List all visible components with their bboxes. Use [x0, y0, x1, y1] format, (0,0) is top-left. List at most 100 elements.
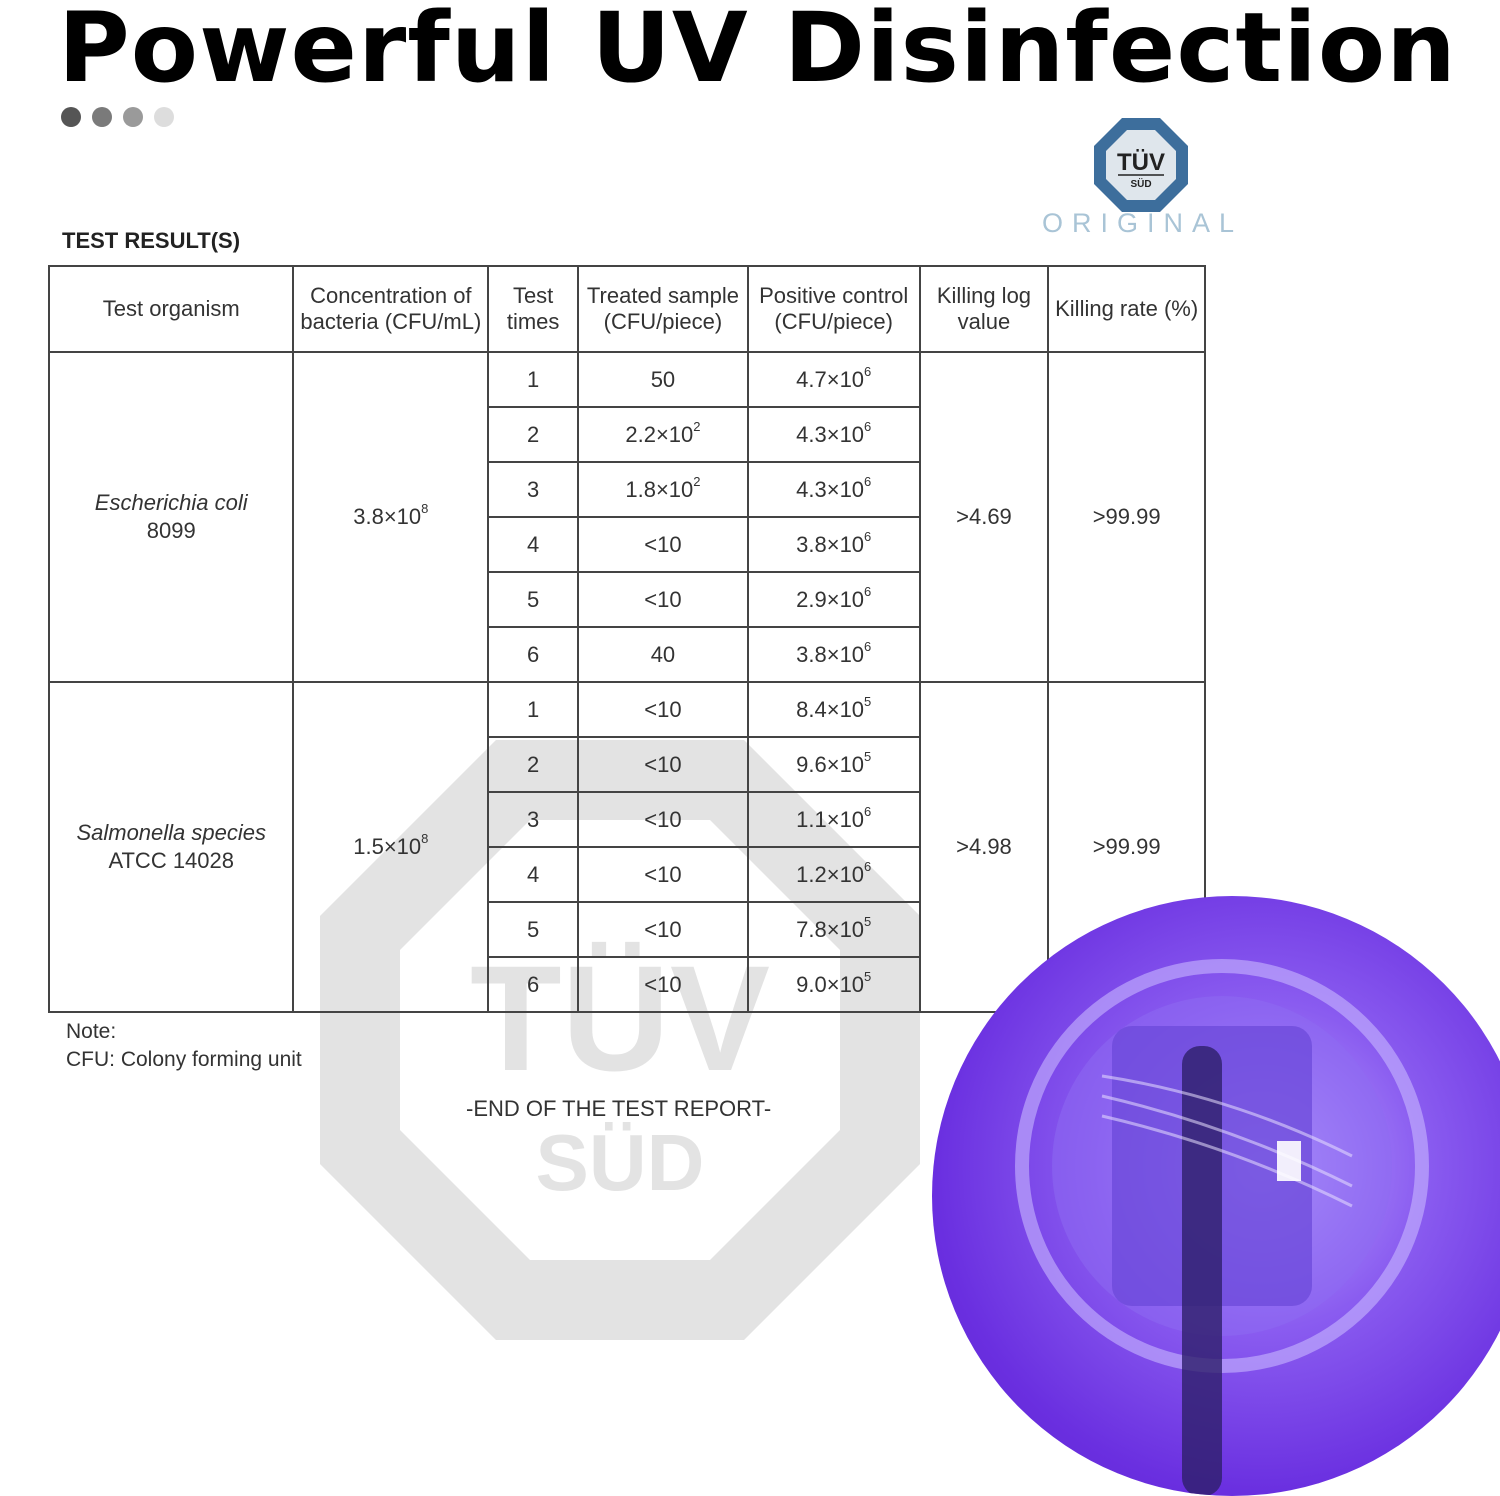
value-base: 4.3×10: [796, 476, 865, 502]
positive-control-cell: 3.8×106: [746, 626, 921, 683]
logo-bottom-text: SÜD: [1130, 177, 1151, 190]
organism-strain: ATCC 14028: [108, 848, 234, 873]
header-test-organism: Test organism: [47, 265, 295, 353]
test-time-cell: 1: [487, 351, 580, 408]
end-of-report: -END OF THE TEST REPORT-: [466, 1096, 772, 1121]
test-time-cell: 2: [487, 406, 580, 463]
test-time-cell: 1: [487, 681, 580, 738]
dot-1: [61, 107, 81, 127]
value-exponent: 6: [864, 363, 872, 379]
value-exponent: 6: [864, 473, 872, 489]
header-positive-control: Positive control (CFU/piece): [746, 265, 921, 353]
value-base: 9.0×10: [796, 971, 865, 997]
positive-control-cell: 7.8×105: [746, 901, 921, 958]
table-header-row: Test organism Concentration of bacteria …: [47, 265, 1206, 353]
concentration-cell: 1.5×108: [292, 681, 490, 1013]
test-time-cell: 5: [487, 571, 580, 628]
section-title: TEST RESULT(S): [62, 228, 241, 253]
table-row: 4 <10 3.8×106: [49, 516, 1205, 573]
positive-control-cell: 3.8×106: [746, 516, 921, 573]
positive-control-cell: 4.3×106: [746, 461, 921, 518]
table-row: Salmonella species ATCC 14028 1.5×108 1 <10 8…: [47, 681, 1206, 1013]
value-base: 4.3×10: [796, 421, 865, 447]
value-exponent: 8: [421, 501, 429, 516]
table-row: Escherichia coli 8099 3.8×108 1 50 4.7×106 >4.…: [47, 351, 1206, 683]
value-exponent: 6: [864, 858, 872, 874]
positive-control-cell: 9.6×105: [746, 736, 921, 793]
test-time-cell: 2: [487, 736, 580, 793]
dot-4: [154, 107, 174, 127]
value-exponent: 5: [864, 748, 872, 764]
value-base: 9.6×10: [796, 751, 865, 777]
organism-name: Salmonella species: [76, 820, 266, 845]
test-time-cell: 4: [487, 846, 580, 903]
organism-cell: Escherichia coli 8099: [47, 351, 295, 683]
note-text: CFU: Colony forming unit: [66, 1048, 302, 1071]
value-base: 3.8×10: [796, 531, 865, 557]
table-row: 6 40 3.8×106: [49, 626, 1205, 683]
value-exponent: 8: [421, 831, 429, 846]
tuv-sud-logo: TÜV SÜD: [1094, 118, 1188, 212]
positive-control-cell: 4.7×106: [746, 351, 921, 408]
value-base: 1.8×10: [625, 476, 694, 502]
treated-sample-cell: <10: [577, 901, 749, 958]
value-exponent: 6: [864, 583, 872, 599]
value-base: 3.8×10: [353, 504, 422, 529]
treated-sample-cell: <10: [577, 681, 749, 738]
note-label: Note:: [66, 1020, 117, 1043]
value-exponent: 6: [864, 528, 872, 544]
dot-2: [92, 107, 112, 127]
table-row: 2 2.2×102 4.3×106: [49, 406, 1205, 463]
header-concentration: Concentration of bacteria (CFU/mL): [292, 265, 490, 353]
value-base: <10: [644, 861, 682, 887]
treated-sample-cell: <10: [577, 846, 749, 903]
value-exponent: 5: [864, 693, 872, 709]
treated-sample-cell: <10: [577, 956, 749, 1013]
test-time-cell: 3: [487, 461, 580, 518]
value-exponent: 5: [864, 913, 872, 929]
test-time-cell: 4: [487, 516, 580, 573]
page-title: Powerful UV Disinfection: [58, 0, 1457, 104]
test-time-cell: 3: [487, 791, 580, 848]
positive-control-cell: 1.1×106: [746, 791, 921, 848]
test-results-table: Test organism Concentration of bacteria …: [47, 265, 1206, 1013]
value-base: 1.2×10: [796, 861, 865, 887]
header-treated-sample: Treated sample (CFU/piece): [577, 265, 749, 353]
value-base: 2.9×10: [796, 586, 865, 612]
positive-control-cell: 2.9×106: [746, 571, 921, 628]
treated-sample-cell: 40: [577, 626, 749, 683]
test-time-cell: 6: [487, 956, 580, 1013]
killing-rate-cell: >99.99: [1047, 351, 1206, 683]
value-exponent: 2: [693, 473, 701, 489]
value-base: 7.8×10: [796, 916, 865, 942]
test-time-cell: 5: [487, 901, 580, 958]
value-base: <10: [644, 916, 682, 942]
header-killing-rate: Killing rate (%): [1047, 265, 1206, 353]
value-exponent: 6: [864, 418, 872, 434]
treated-sample-cell: <10: [577, 736, 749, 793]
test-time-cell: 6: [487, 626, 580, 683]
value-base: <10: [644, 806, 682, 832]
value-base: 40: [650, 641, 676, 667]
value-base: 3.8×10: [796, 641, 865, 667]
note: Note: CFU: Colony forming unit: [66, 1018, 302, 1074]
treated-sample-cell: 1.8×102: [577, 461, 749, 518]
table-row: 6 <10 9.0×105: [49, 956, 1205, 1013]
positive-control-cell: 8.4×105: [746, 681, 921, 738]
value-base: 50: [650, 366, 676, 392]
killing-log-cell: >4.98: [918, 681, 1050, 1013]
value-exponent: 2: [693, 418, 701, 434]
value-base: 2.2×10: [625, 421, 694, 447]
table-row: 2 <10 9.6×105: [49, 736, 1205, 793]
sterilizer-illustration-icon: [1015, 959, 1429, 1496]
table-row: 5 <10 2.9×106: [49, 571, 1205, 628]
uv-toothbrush-sterilizer-image: [932, 896, 1500, 1496]
value-base: <10: [644, 696, 682, 722]
organism-cell: Salmonella species ATCC 14028: [47, 681, 295, 1013]
header-killing-log: Killing log value: [918, 265, 1050, 353]
organism-strain: 8099: [146, 518, 196, 543]
value-base: <10: [644, 586, 682, 612]
table-row: 5 <10 7.8×105: [49, 901, 1205, 958]
header-test-times: Test times: [487, 265, 580, 353]
positive-control-cell: 9.0×105: [746, 956, 921, 1013]
